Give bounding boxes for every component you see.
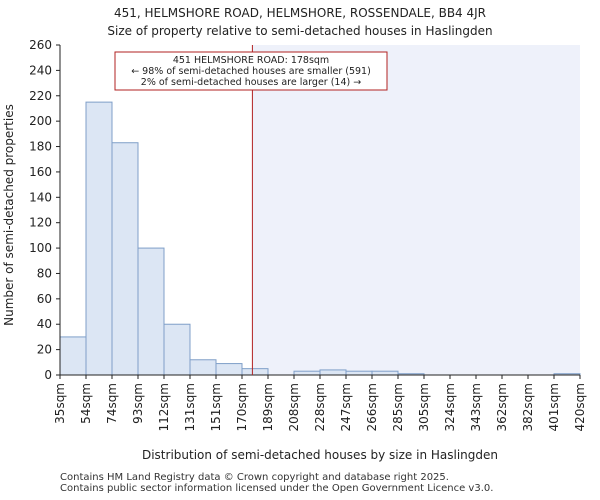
bar-35sqm [59,336,87,376]
y-tick-label-200: 200 [29,114,52,128]
bar-131sqm [189,359,217,376]
x-tick-label-112sqm: 112sqm [157,383,171,431]
x-axis-label: Distribution of semi-detached houses by … [142,448,498,462]
x-tick-label-208sqm: 208sqm [287,383,301,431]
x-tick-label-189sqm: 189sqm [261,383,275,431]
chart-title: 451, HELMSHORE ROAD, HELMSHORE, ROSSENDA… [113,6,487,20]
x-tick-label-151sqm: 151sqm [209,383,223,431]
x-tick-label-93sqm: 93sqm [131,383,145,424]
footer-line-1: Contains HM Land Registry data © Crown c… [60,472,449,483]
x-tick-label-170sqm: 170sqm [235,383,249,431]
bar-151sqm [215,363,243,376]
x-tick-label-305sqm: 305sqm [417,383,431,431]
bar-112sqm [163,323,191,376]
chart-subtitle: Size of property relative to semi-detach… [107,24,493,38]
bar-228sqm [319,369,347,376]
y-tick-label-260: 260 [29,38,52,52]
bar-74sqm [111,142,139,376]
x-tick-label-266sqm: 266sqm [365,383,379,431]
annotation-line-3: 2% of semi-detached houses are larger (1… [141,77,361,88]
x-tick-label-362sqm: 362sqm [495,383,509,431]
x-tick-label-324sqm: 324sqm [443,383,457,431]
y-tick-label-240: 240 [29,63,52,77]
x-tick-label-74sqm: 74sqm [105,383,119,424]
y-tick-label-160: 160 [29,165,52,179]
x-tick-label-131sqm: 131sqm [183,383,197,431]
annotation-line-2: ← 98% of semi-detached houses are smalle… [131,66,371,77]
x-tick-label-247sqm: 247sqm [339,383,353,431]
y-axis-label: Number of semi-detached properties [2,104,16,326]
larger-region-shade [252,45,580,375]
x-tick-label-420sqm: 420sqm [573,383,587,431]
x-tick-label-401sqm: 401sqm [547,383,561,431]
y-tick-label-120: 120 [29,216,52,230]
annotation-group: 451 HELMSHORE ROAD: 178sqm← 98% of semi-… [114,45,388,375]
y-tick-label-20: 20 [37,343,52,357]
footer-attribution: Contains HM Land Registry data © Crown c… [60,472,493,494]
chart-title-block: 451, HELMSHORE ROAD, HELMSHORE, ROSSENDA… [0,4,600,40]
bar-247sqm [345,370,373,376]
bar-266sqm [371,370,399,376]
y-tick-label-180: 180 [29,140,52,154]
bar-170sqm [241,368,269,376]
x-tick-label-285sqm: 285sqm [391,383,405,431]
y-tick-label-140: 140 [29,190,52,204]
x-tick-label-54sqm: 54sqm [79,383,93,424]
x-tick-label-228sqm: 228sqm [313,383,327,431]
axes-group: 0 20 40 60 80 100 120 140 160 180 200 220 240 260 35sq… [29,38,587,431]
x-tick-label-343sqm: 343sqm [469,383,483,431]
x-tick-label-382sqm: 382sqm [521,383,535,431]
annotation-box [114,51,388,91]
x-tick-label-35sqm: 35sqm [53,383,67,424]
footer-line-2: Contains public sector information licen… [60,483,494,494]
y-tick-label-80: 80 [37,266,52,280]
y-tick-label-0: 0 [44,368,52,382]
bar-54sqm [85,101,113,376]
bar-208sqm [293,370,321,376]
y-tick-label-40: 40 [37,317,52,331]
y-tick-label-220: 220 [29,89,52,103]
y-tick-label-60: 60 [37,292,52,306]
bar-93sqm [137,247,165,376]
y-tick-label-100: 100 [29,241,52,255]
annotation-line-1: 451 HELMSHORE ROAD: 178sqm [173,55,329,66]
